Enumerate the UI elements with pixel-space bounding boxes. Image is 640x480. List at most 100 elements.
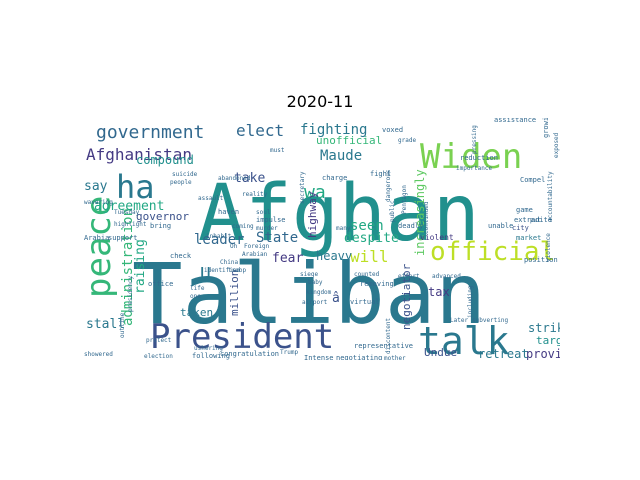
word-governor: governor	[136, 210, 189, 223]
word-murder: murder	[256, 225, 278, 232]
word-must: must	[270, 147, 285, 154]
word-wa: wa	[304, 182, 326, 203]
word-negotiator: negotiator	[400, 263, 413, 330]
word-position: position	[524, 256, 558, 264]
word-trump: Trump	[280, 349, 298, 356]
word-troop: troop	[228, 267, 246, 274]
word-people: people	[170, 179, 192, 186]
word-heavy: heavy	[316, 249, 352, 263]
word-put: put	[530, 217, 541, 224]
word-grade: grade	[398, 137, 416, 144]
word-removing: removing	[360, 280, 394, 288]
word-violence: violence	[545, 233, 552, 262]
word-congratulation: congratulation	[220, 350, 279, 358]
word-life: life	[190, 285, 205, 292]
word-wavering: wavering	[84, 199, 113, 206]
word-violent: violent	[420, 233, 454, 242]
word-many: many	[336, 225, 351, 232]
word-outline: outline	[119, 312, 126, 338]
word-subverting: subverting	[472, 317, 509, 324]
word-presidency: presidency	[127, 275, 134, 312]
word-president: President	[150, 317, 334, 357]
word-government: government	[96, 122, 204, 143]
word-impulse: impulse	[256, 216, 286, 224]
word-identified: identified	[204, 267, 241, 274]
word-effort: effort	[398, 273, 420, 280]
word-secretary: secretary	[299, 171, 306, 204]
word-tax: tax	[428, 285, 450, 299]
word-unofficial: unofficial	[316, 134, 382, 147]
word-agreement: agreement	[94, 199, 164, 214]
word-administration: administration	[120, 208, 136, 326]
word-afghan: Afghan	[198, 169, 480, 259]
word-will: will	[350, 247, 389, 266]
word-peace: peace	[80, 196, 119, 298]
word-foreign: Foreign	[244, 243, 270, 250]
word-market: market	[516, 234, 541, 242]
word-talk: talk	[418, 319, 510, 360]
word-showered: showered	[84, 351, 113, 358]
word-airport: airport	[302, 299, 328, 306]
word-target: target	[536, 334, 560, 347]
word-maude: Maude	[320, 148, 362, 164]
word-widen: Widen	[420, 137, 522, 177]
word-fear: fear	[272, 251, 303, 266]
word-raising: raising	[133, 239, 148, 294]
word-u: U	[200, 264, 211, 285]
word-increasingly: increasingly	[413, 169, 427, 256]
word-continued: continued	[423, 201, 430, 234]
word-kingdom: kingdom	[306, 289, 332, 296]
word-seen: seen	[350, 218, 384, 234]
word-pentagon: Pentagon	[401, 185, 408, 214]
word-highlight: highlight	[114, 221, 147, 228]
word-accountability: accountability	[547, 171, 554, 222]
word-province: province	[526, 347, 560, 360]
word-strike: strike	[528, 321, 560, 335]
word-say: say	[84, 179, 108, 194]
word-taken: taken	[180, 306, 213, 319]
word-city: city	[512, 224, 529, 232]
word-pressing: pressing	[471, 125, 478, 154]
word-tuesday: Tuesday	[114, 209, 140, 216]
word-inhabit: inhabit	[206, 233, 232, 240]
word-elect: elect	[236, 121, 284, 140]
word-oh: Oh	[230, 243, 238, 250]
word-exposed: exposed	[553, 132, 560, 158]
word-retreat: retreat	[478, 347, 529, 360]
word-take: take	[234, 171, 265, 186]
word-dangerous: dangerous	[385, 169, 392, 202]
word--: â	[332, 291, 340, 306]
word-mother: mother	[384, 355, 406, 360]
word-counted: counted	[354, 271, 380, 278]
word-undue: Undue	[424, 346, 457, 359]
word-assistance: assistance	[494, 118, 536, 124]
word-public: public	[389, 200, 396, 222]
word-million: million	[228, 270, 241, 316]
word-fighting: fighting	[300, 122, 367, 138]
word-arabia: Arabia	[84, 234, 109, 242]
word-charge: charge	[322, 174, 347, 182]
word-representative: representative	[354, 342, 413, 350]
word-voxed: voxed	[382, 126, 403, 134]
word-ha: ha	[116, 168, 155, 206]
word-cloud: Afghan Taliban President talk Widen peace offi…	[80, 118, 560, 360]
word-advanced: advanced	[432, 273, 461, 280]
word-importance: importance	[456, 165, 493, 172]
word-coming: coming	[232, 223, 254, 230]
word-arabian: Arabian	[242, 251, 268, 258]
word-soul: soul	[256, 209, 271, 216]
word-including: including	[467, 285, 474, 318]
word-deadly: deadly	[398, 222, 423, 230]
word-protect: protect	[146, 337, 172, 344]
word-leader: leader	[194, 232, 245, 248]
word-ushering: ushering	[194, 345, 223, 352]
word-virtual: virtual	[350, 298, 380, 306]
chart-title: 2020-11	[286, 92, 354, 111]
word-unable: unable	[488, 222, 513, 230]
word-taliban: Taliban	[132, 245, 486, 343]
word-siege: siege	[300, 271, 318, 278]
word-growing: growing	[542, 118, 550, 138]
word-reality: reality	[242, 191, 268, 198]
word-check: check	[170, 252, 192, 260]
